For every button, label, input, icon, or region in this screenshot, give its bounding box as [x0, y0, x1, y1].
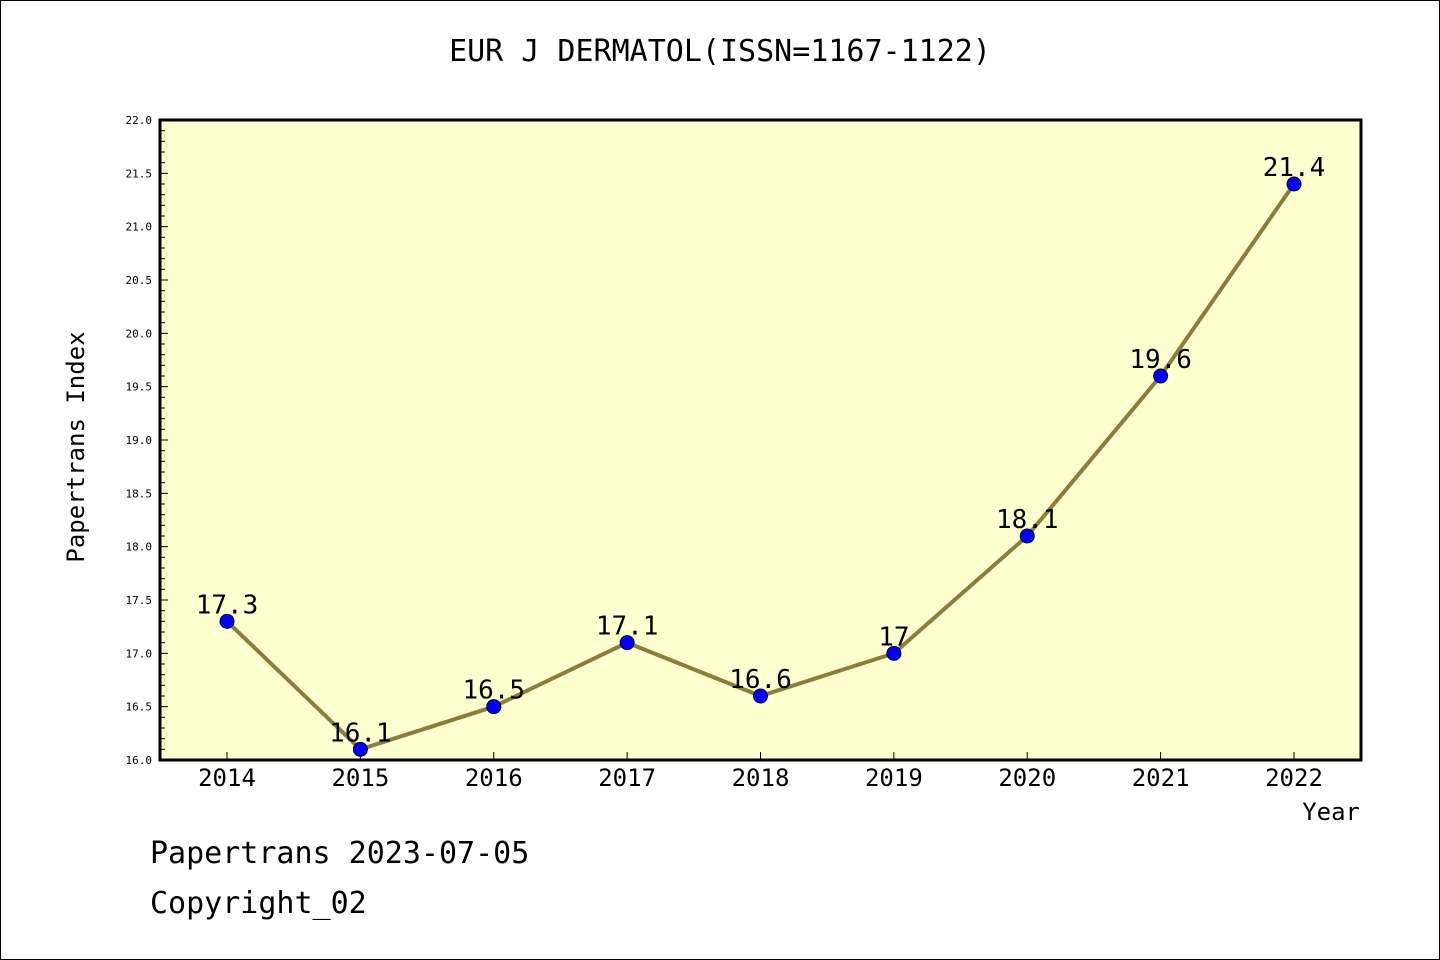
x-tick-label: 2016	[465, 764, 523, 792]
data-point	[1286, 176, 1302, 192]
y-tick-label: 16.5	[126, 701, 153, 714]
data-point	[1153, 368, 1169, 384]
data-point	[619, 635, 635, 651]
y-tick-label: 17.5	[126, 594, 153, 607]
y-tick-label: 19.5	[126, 381, 153, 394]
y-tick-label: 21.5	[126, 167, 153, 180]
data-point	[219, 613, 235, 629]
x-tick-label: 2017	[598, 764, 656, 792]
data-label: 16.6	[729, 665, 792, 695]
data-point	[886, 645, 902, 661]
y-tick-label: 18.0	[126, 541, 153, 554]
x-tick-label: 2014	[198, 764, 256, 792]
plot-area	[158, 118, 1363, 762]
x-tick-label: 2020	[998, 764, 1056, 792]
data-label: 17	[878, 622, 909, 652]
y-tick-label: 19.0	[126, 434, 153, 447]
data-label: 18.1	[996, 505, 1059, 535]
data-point	[753, 688, 768, 704]
y-tick-label: 22.0	[126, 114, 153, 127]
y-tick-label: 18.5	[126, 487, 153, 500]
y-tick-label: 20.5	[126, 274, 153, 287]
footer-date: Papertrans 2023-07-05	[150, 836, 530, 871]
data-label: 17.1	[596, 612, 659, 642]
x-tick-label: 2015	[331, 764, 389, 792]
data-label: 16.5	[462, 676, 525, 706]
data-point	[352, 741, 368, 757]
data-label: 21.4	[1263, 153, 1326, 183]
data-point	[486, 699, 502, 715]
data-label: 16.1	[329, 718, 392, 748]
x-tick-label: 2019	[865, 764, 923, 792]
data-point	[1019, 528, 1035, 544]
y-tick-label: 16.0	[126, 754, 153, 767]
x-tick-label: 2018	[732, 764, 790, 792]
data-label: 17.3	[196, 590, 259, 620]
y-axis-label: Papertrans Index	[62, 331, 90, 562]
x-axis-label: Year	[1302, 798, 1360, 826]
chart-title: EUR J DERMATOL(ISSN=1167-1122)	[449, 34, 991, 69]
x-tick-label: 2022	[1265, 764, 1323, 792]
footer-copyright: Copyright_02	[150, 886, 367, 921]
y-tick-label: 17.0	[126, 647, 153, 660]
y-tick-label: 21.0	[126, 221, 153, 234]
x-tick-label: 2021	[1132, 764, 1190, 792]
data-label: 19.6	[1129, 345, 1192, 375]
y-tick-label: 20.0	[126, 327, 153, 340]
